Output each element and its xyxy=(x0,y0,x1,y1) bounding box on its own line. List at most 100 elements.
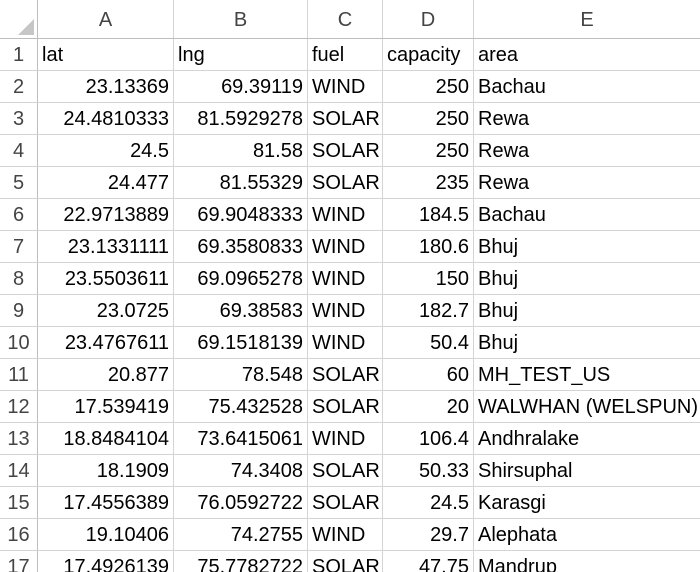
cell-c14[interactable]: SOLAR xyxy=(308,455,383,487)
cell-c1[interactable]: fuel xyxy=(308,39,383,71)
row-header[interactable]: 14 xyxy=(0,455,38,487)
cell-d9[interactable]: 182.7 xyxy=(383,295,474,327)
cell-c12[interactable]: SOLAR xyxy=(308,391,383,423)
cell-d17[interactable]: 47.75 xyxy=(383,551,474,572)
cell-b7[interactable]: 69.3580833 xyxy=(174,231,308,263)
cell-d13[interactable]: 106.4 xyxy=(383,423,474,455)
column-header-d[interactable]: D xyxy=(383,0,474,38)
cell-a6[interactable]: 22.9713889 xyxy=(38,199,174,231)
cell-a1[interactable]: lat xyxy=(38,39,174,71)
cell-b16[interactable]: 74.2755 xyxy=(174,519,308,551)
column-header-a[interactable]: A xyxy=(38,0,174,38)
row-header[interactable]: 10 xyxy=(0,327,38,359)
cell-d3[interactable]: 250 xyxy=(383,103,474,135)
cell-e6[interactable]: Bachau xyxy=(474,199,700,231)
cell-c13[interactable]: WIND xyxy=(308,423,383,455)
cell-a2[interactable]: 23.13369 xyxy=(38,71,174,103)
cell-e10[interactable]: Bhuj xyxy=(474,327,700,359)
cell-b8[interactable]: 69.0965278 xyxy=(174,263,308,295)
row-header[interactable]: 7 xyxy=(0,231,38,263)
column-header-c[interactable]: C xyxy=(308,0,383,38)
cell-a13[interactable]: 18.8484104 xyxy=(38,423,174,455)
row-header[interactable]: 3 xyxy=(0,103,38,135)
cell-e13[interactable]: Andhralake xyxy=(474,423,700,455)
column-header-b[interactable]: B xyxy=(174,0,308,38)
cell-e16[interactable]: Alephata xyxy=(474,519,700,551)
row-header[interactable]: 11 xyxy=(0,359,38,391)
cell-a15[interactable]: 17.4556389 xyxy=(38,487,174,519)
cell-d8[interactable]: 150 xyxy=(383,263,474,295)
cell-e7[interactable]: Bhuj xyxy=(474,231,700,263)
cell-a14[interactable]: 18.1909 xyxy=(38,455,174,487)
cell-e12[interactable]: WALWHAN (WELSPUN) xyxy=(474,391,700,423)
row-header[interactable]: 1 xyxy=(0,39,38,71)
cell-a12[interactable]: 17.539419 xyxy=(38,391,174,423)
cell-d1[interactable]: capacity xyxy=(383,39,474,71)
row-header[interactable]: 6 xyxy=(0,199,38,231)
cell-d15[interactable]: 24.5 xyxy=(383,487,474,519)
cell-b14[interactable]: 74.3408 xyxy=(174,455,308,487)
cell-a7[interactable]: 23.1331111 xyxy=(38,231,174,263)
cell-b6[interactable]: 69.9048333 xyxy=(174,199,308,231)
cell-c9[interactable]: WIND xyxy=(308,295,383,327)
row-header[interactable]: 4 xyxy=(0,135,38,167)
cell-c3[interactable]: SOLAR xyxy=(308,103,383,135)
cell-d5[interactable]: 235 xyxy=(383,167,474,199)
cell-d10[interactable]: 50.4 xyxy=(383,327,474,359)
cell-a5[interactable]: 24.477 xyxy=(38,167,174,199)
cell-a17[interactable]: 17.4926139 xyxy=(38,551,174,572)
cell-d7[interactable]: 180.6 xyxy=(383,231,474,263)
cell-c7[interactable]: WIND xyxy=(308,231,383,263)
cell-a3[interactable]: 24.4810333 xyxy=(38,103,174,135)
cell-a10[interactable]: 23.4767611 xyxy=(38,327,174,359)
cell-d16[interactable]: 29.7 xyxy=(383,519,474,551)
cell-a9[interactable]: 23.0725 xyxy=(38,295,174,327)
cell-a11[interactable]: 20.877 xyxy=(38,359,174,391)
cell-e3[interactable]: Rewa xyxy=(474,103,700,135)
cell-c6[interactable]: WIND xyxy=(308,199,383,231)
row-header[interactable]: 15 xyxy=(0,487,38,519)
cell-d6[interactable]: 184.5 xyxy=(383,199,474,231)
column-header-e[interactable]: E xyxy=(580,9,594,31)
cell-d11[interactable]: 60 xyxy=(383,359,474,391)
row-header[interactable]: 5 xyxy=(0,167,38,199)
cell-b3[interactable]: 81.5929278 xyxy=(174,103,308,135)
cell-c8[interactable]: WIND xyxy=(308,263,383,295)
cell-b4[interactable]: 81.58 xyxy=(174,135,308,167)
cell-e2[interactable]: Bachau xyxy=(474,71,700,103)
cell-e4[interactable]: Rewa xyxy=(474,135,700,167)
cell-e14[interactable]: Shirsuphal xyxy=(474,455,700,487)
row-header[interactable]: 17 xyxy=(0,551,38,572)
cell-c10[interactable]: WIND xyxy=(308,327,383,359)
cell-b10[interactable]: 69.1518139 xyxy=(174,327,308,359)
cell-a8[interactable]: 23.5503611 xyxy=(38,263,174,295)
row-header[interactable]: 13 xyxy=(0,423,38,455)
cell-c17[interactable]: SOLAR xyxy=(308,551,383,572)
cell-a4[interactable]: 24.5 xyxy=(38,135,174,167)
cell-e17[interactable]: Mandrup xyxy=(474,551,700,572)
cell-b12[interactable]: 75.432528 xyxy=(174,391,308,423)
cell-c5[interactable]: SOLAR xyxy=(308,167,383,199)
cell-d12[interactable]: 20 xyxy=(383,391,474,423)
cell-e11[interactable]: MH_TEST_US xyxy=(474,359,700,391)
cell-d2[interactable]: 250 xyxy=(383,71,474,103)
row-header[interactable]: 12 xyxy=(0,391,38,423)
cell-b9[interactable]: 69.38583 xyxy=(174,295,308,327)
cell-b15[interactable]: 76.0592722 xyxy=(174,487,308,519)
cell-b13[interactable]: 73.6415061 xyxy=(174,423,308,455)
cell-e8[interactable]: Bhuj xyxy=(474,263,700,295)
cell-e9[interactable]: Bhuj xyxy=(474,295,700,327)
cell-e1[interactable]: area xyxy=(474,39,700,71)
cell-b17[interactable]: 75.7782722 xyxy=(174,551,308,572)
row-header[interactable]: 2 xyxy=(0,71,38,103)
cell-c4[interactable]: SOLAR xyxy=(308,135,383,167)
cell-d14[interactable]: 50.33 xyxy=(383,455,474,487)
cell-c2[interactable]: WIND xyxy=(308,71,383,103)
cell-d4[interactable]: 250 xyxy=(383,135,474,167)
cell-c16[interactable]: WIND xyxy=(308,519,383,551)
cell-e5[interactable]: Rewa xyxy=(474,167,700,199)
cell-b11[interactable]: 78.548 xyxy=(174,359,308,391)
cell-c11[interactable]: SOLAR xyxy=(308,359,383,391)
row-header[interactable]: 8 xyxy=(0,263,38,295)
row-header[interactable]: 16 xyxy=(0,519,38,551)
